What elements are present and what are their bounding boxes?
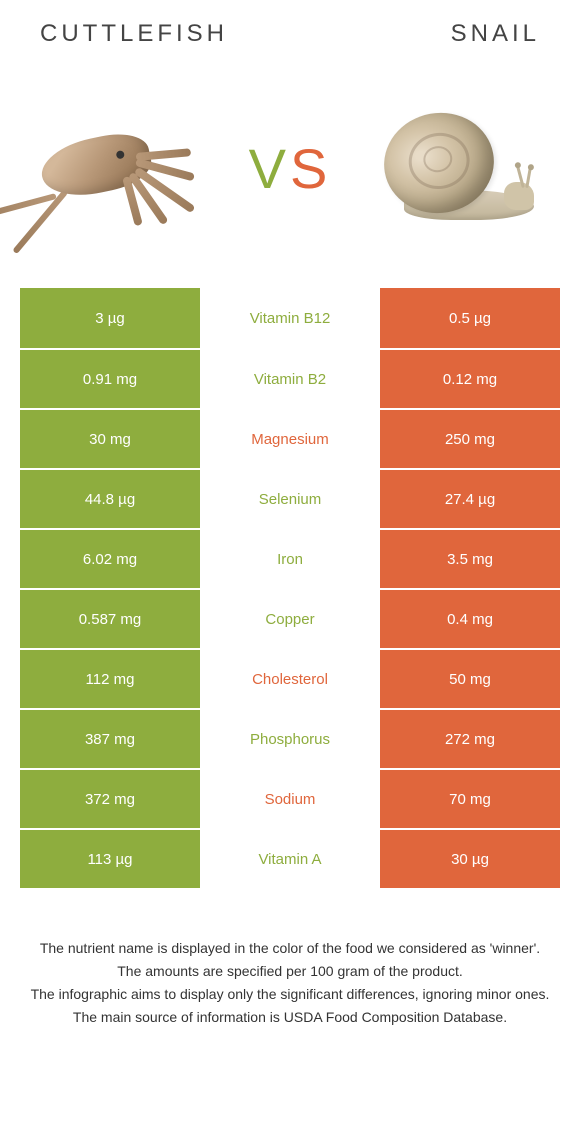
right-food-title: Snail	[451, 20, 540, 48]
hero-section: VS	[0, 58, 580, 288]
nutrient-name-cell: Vitamin B2	[200, 350, 380, 408]
right-value-cell: 70 mg	[380, 770, 560, 828]
footnote-line: The main source of information is USDA F…	[30, 1007, 550, 1028]
vs-s-letter: S	[290, 137, 331, 200]
footnote: The nutrient name is displayed in the co…	[0, 888, 580, 1060]
vs-label: VS	[249, 136, 332, 201]
header: Cuttlefish Snail	[0, 0, 580, 58]
footnote-line: The nutrient name is displayed in the co…	[30, 938, 550, 959]
left-value-cell: 3 µg	[20, 288, 200, 348]
nutrient-comparison-table: 3 µgVitamin B120.5 µg0.91 mgVitamin B20.…	[20, 288, 560, 888]
table-row: 3 µgVitamin B120.5 µg	[20, 288, 560, 348]
right-value-cell: 0.12 mg	[380, 350, 560, 408]
nutrient-name-cell: Copper	[200, 590, 380, 648]
nutrient-name-cell: Sodium	[200, 770, 380, 828]
nutrient-name-cell: Cholesterol	[200, 650, 380, 708]
nutrient-name-cell: Vitamin A	[200, 830, 380, 888]
cuttlefish-image	[26, 88, 226, 248]
left-value-cell: 372 mg	[20, 770, 200, 828]
left-value-cell: 30 mg	[20, 410, 200, 468]
snail-image	[354, 88, 554, 248]
right-value-cell: 3.5 mg	[380, 530, 560, 588]
table-row: 113 µgVitamin A30 µg	[20, 828, 560, 888]
right-value-cell: 30 µg	[380, 830, 560, 888]
left-value-cell: 0.587 mg	[20, 590, 200, 648]
footnote-line: The infographic aims to display only the…	[30, 984, 550, 1005]
table-row: 0.91 mgVitamin B20.12 mg	[20, 348, 560, 408]
right-value-cell: 0.5 µg	[380, 288, 560, 348]
left-value-cell: 113 µg	[20, 830, 200, 888]
right-value-cell: 50 mg	[380, 650, 560, 708]
left-food-title: Cuttlefish	[40, 20, 228, 48]
table-row: 0.587 mgCopper0.4 mg	[20, 588, 560, 648]
table-row: 30 mgMagnesium250 mg	[20, 408, 560, 468]
nutrient-name-cell: Selenium	[200, 470, 380, 528]
left-value-cell: 44.8 µg	[20, 470, 200, 528]
footnote-line: The amounts are specified per 100 gram o…	[30, 961, 550, 982]
right-value-cell: 0.4 mg	[380, 590, 560, 648]
nutrient-name-cell: Iron	[200, 530, 380, 588]
right-value-cell: 27.4 µg	[380, 470, 560, 528]
table-row: 6.02 mgIron3.5 mg	[20, 528, 560, 588]
right-value-cell: 272 mg	[380, 710, 560, 768]
table-row: 112 mgCholesterol50 mg	[20, 648, 560, 708]
vs-v-letter: V	[249, 137, 290, 200]
nutrient-name-cell: Phosphorus	[200, 710, 380, 768]
left-value-cell: 112 mg	[20, 650, 200, 708]
left-value-cell: 6.02 mg	[20, 530, 200, 588]
nutrient-name-cell: Vitamin B12	[200, 288, 380, 348]
left-value-cell: 387 mg	[20, 710, 200, 768]
left-value-cell: 0.91 mg	[20, 350, 200, 408]
right-value-cell: 250 mg	[380, 410, 560, 468]
table-row: 372 mgSodium70 mg	[20, 768, 560, 828]
table-row: 44.8 µgSelenium27.4 µg	[20, 468, 560, 528]
nutrient-name-cell: Magnesium	[200, 410, 380, 468]
table-row: 387 mgPhosphorus272 mg	[20, 708, 560, 768]
